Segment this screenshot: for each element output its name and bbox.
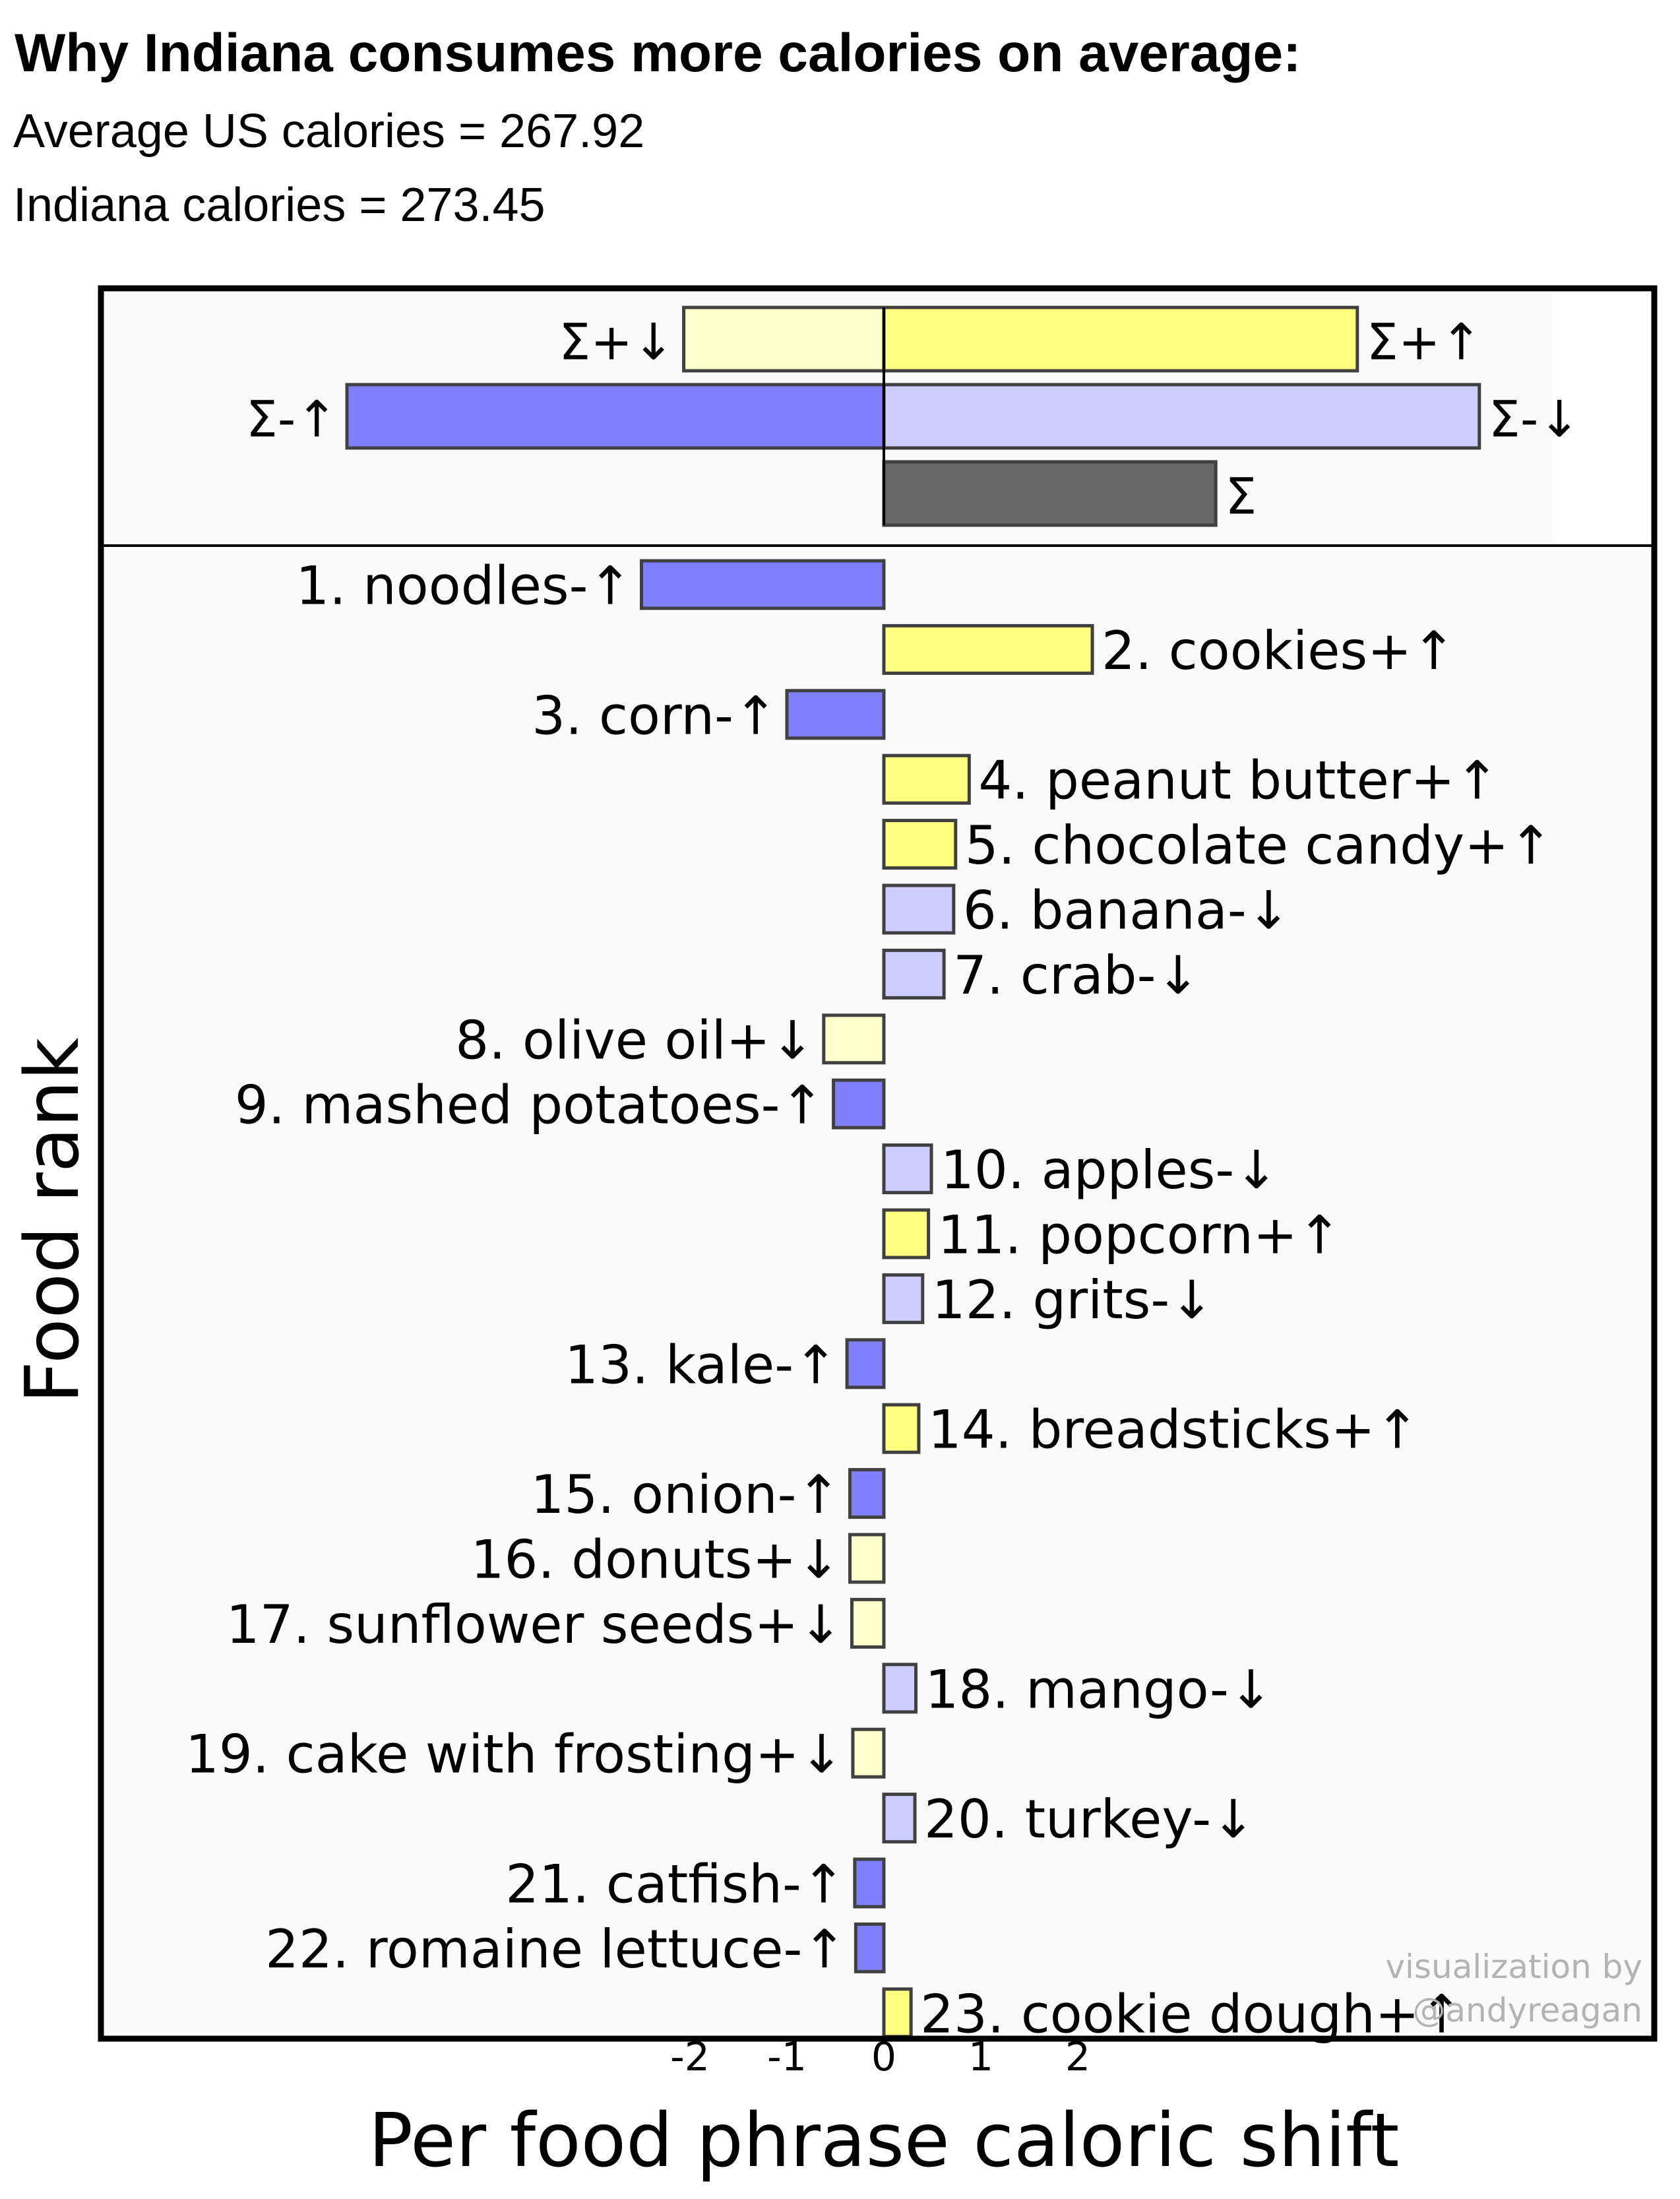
food-bar [848, 1533, 886, 1584]
food-label: 21. catfish-↑ [505, 1854, 846, 1915]
food-bar [882, 883, 956, 935]
summary-bar [682, 305, 886, 373]
food-bar [882, 623, 1094, 675]
food-label: 3. corn-↑ [532, 685, 778, 746]
food-label: 9. mashed potatoes-↑ [235, 1075, 824, 1136]
food-bar [640, 559, 886, 610]
summary-label: Σ [1225, 467, 1257, 526]
summary-label: Σ+↓ [559, 313, 674, 371]
food-label: 22. romaine lettuce-↑ [265, 1919, 846, 1980]
food-label: 23. cookie dough+↑ [920, 1983, 1464, 2045]
food-label: 19. cake with frosting+↓ [185, 1724, 844, 1785]
food-panel-bg [101, 549, 1654, 2033]
food-bar [850, 1597, 886, 1649]
food-label: 13. kale-↑ [565, 1334, 838, 1395]
food-bar [851, 1727, 886, 1779]
food-label: 11. popcorn+↑ [938, 1205, 1342, 1266]
food-bar [848, 1468, 886, 1519]
summary-bar [882, 383, 1481, 450]
summary-label: Σ-↑ [246, 390, 338, 449]
food-label: 14. breadsticks+↑ [928, 1399, 1419, 1461]
food-bar [882, 1403, 921, 1454]
food-label: 15. onion-↑ [530, 1464, 840, 1525]
food-label: 1. noodles-↑ [296, 556, 632, 617]
summary-label: Σ+↑ [1367, 313, 1482, 371]
x-tick-label: -1 [767, 2034, 807, 2080]
food-bar [882, 1273, 925, 1324]
food-bar [785, 689, 886, 740]
food-bar [845, 1338, 886, 1389]
food-label: 20. turkey-↓ [924, 1789, 1255, 1850]
food-label: 12. grits-↓ [932, 1269, 1214, 1331]
food-label: 18. mango-↓ [925, 1659, 1273, 1720]
food-bar [882, 819, 958, 870]
food-bar [882, 948, 946, 1000]
food-bar [882, 1208, 931, 1259]
average-us-calories: Average US calories = 267.92 [13, 105, 645, 158]
food-label: 4. peanut butter+↑ [978, 750, 1499, 812]
food-label: 16. donuts+↓ [471, 1529, 841, 1591]
page-title: Why Indiana consumes more calories on av… [15, 23, 1301, 83]
food-bar [882, 1143, 933, 1195]
summary-bar [345, 383, 886, 450]
x-axis-label: Per food phrase caloric shift [369, 2098, 1400, 2184]
chart-frame [98, 285, 1658, 2042]
x-tick-label: 2 [1065, 2034, 1090, 2080]
food-bar [882, 1663, 918, 1714]
indiana-calories: Indiana calories = 273.45 [13, 179, 545, 232]
food-bar [882, 753, 971, 805]
x-tick-label: 0 [871, 2034, 896, 2080]
food-label: 10. apples-↓ [941, 1139, 1278, 1201]
summary-bar [882, 305, 1359, 373]
summary-label: Σ-↓ [1489, 390, 1580, 449]
food-label: 7. crab-↓ [953, 945, 1200, 1006]
food-label: 2. cookies+↑ [1102, 620, 1456, 682]
food-bar [853, 1857, 886, 1909]
food-bar [832, 1078, 886, 1130]
x-tick-label: 1 [968, 2034, 993, 2080]
food-bar [822, 1013, 886, 1065]
food-label: 5. chocolate candy+↑ [965, 815, 1553, 876]
food-bar [854, 1922, 886, 1973]
y-axis-label: Food rank [10, 1038, 96, 1404]
food-bar [882, 1987, 913, 2039]
summary-bar [882, 460, 1218, 527]
food-label: 6. banana-↓ [963, 880, 1291, 941]
watermark-line-1: visualization by [1385, 1948, 1642, 1986]
food-bar [882, 1793, 917, 1844]
food-label: 8. olive oil+↓ [455, 1009, 815, 1071]
x-tick-label: -2 [670, 2034, 710, 2080]
food-label: 17. sunflower seeds+↓ [226, 1594, 843, 1655]
watermark-line-2: @andyreagan [1412, 1991, 1642, 2029]
